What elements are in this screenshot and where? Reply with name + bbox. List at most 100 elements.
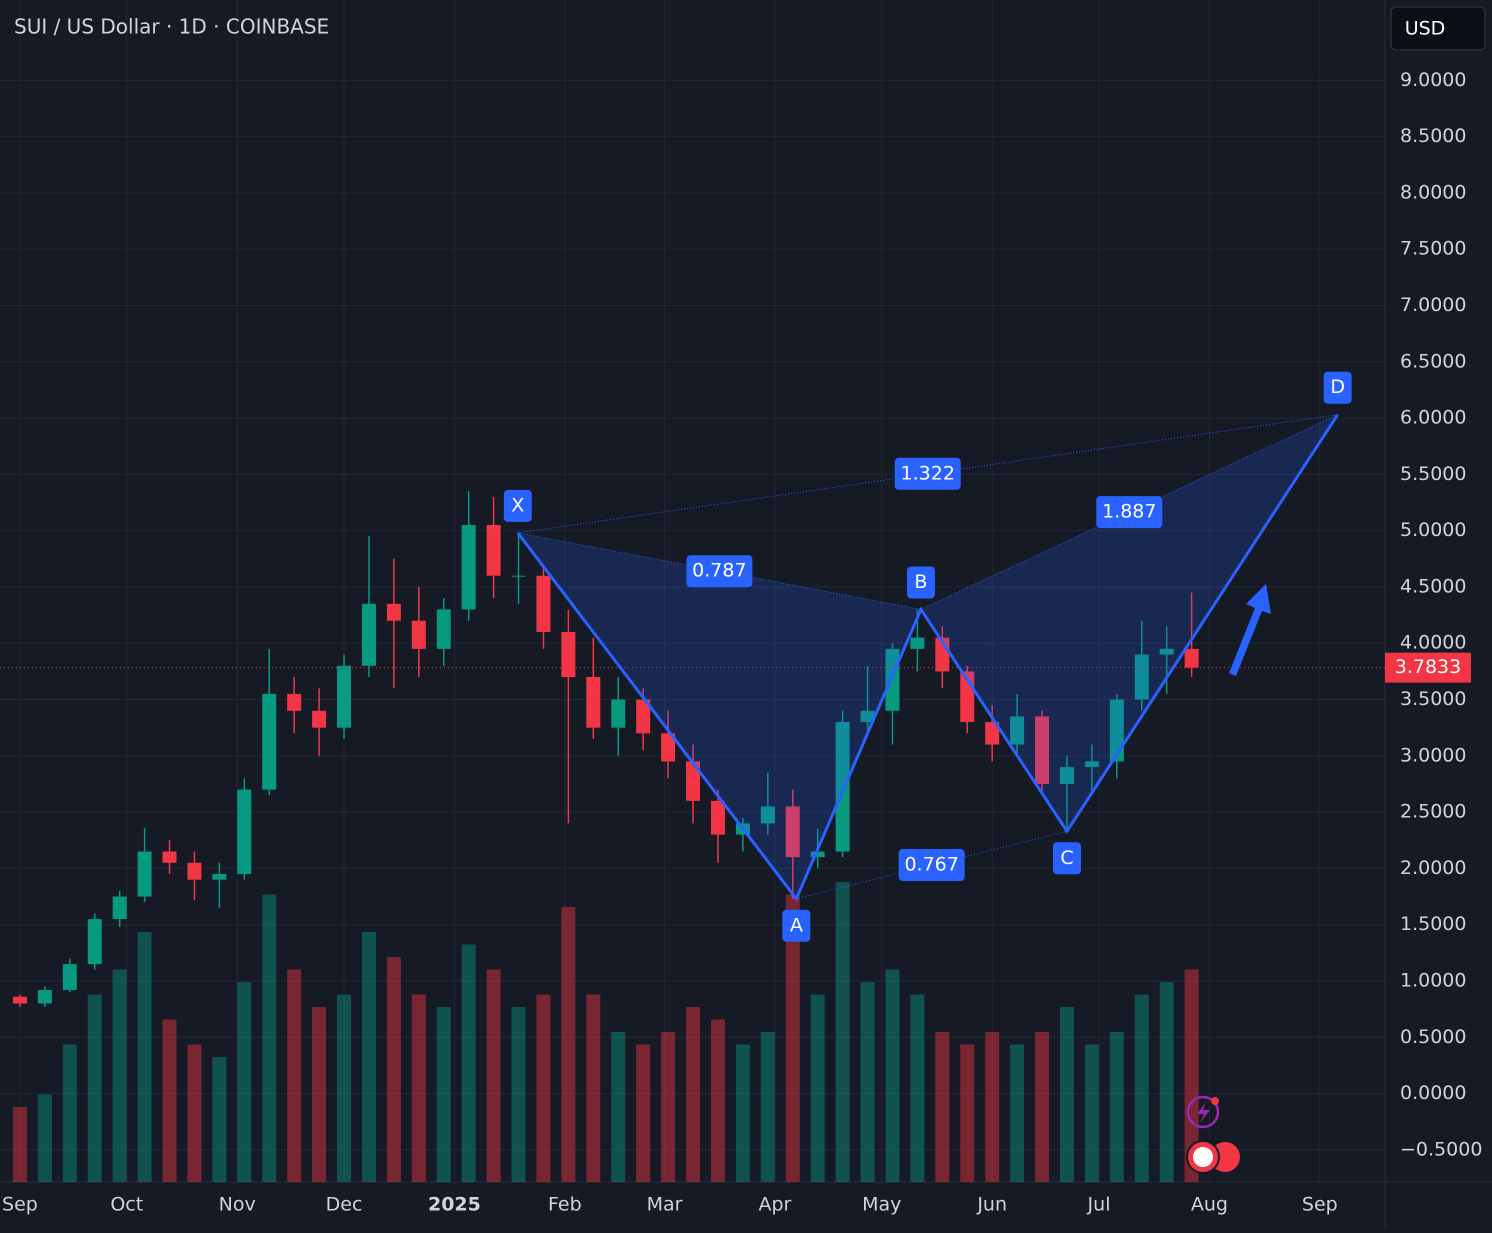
y-tick-label: 5.5000	[1400, 463, 1466, 485]
icon[interactable]	[1186, 1095, 1220, 1129]
volume-bar	[137, 932, 152, 1182]
candle-body	[985, 722, 1000, 745]
candle-body	[262, 693, 277, 790]
candle-body	[686, 761, 701, 801]
x-tick-label: Jun	[976, 1194, 1007, 1216]
candle-body	[835, 722, 850, 852]
currency-button[interactable]	[1390, 6, 1486, 51]
volume-bar	[661, 1032, 676, 1182]
volume-bar	[860, 982, 875, 1182]
candle-body	[461, 525, 476, 610]
volume-bar	[611, 1032, 626, 1182]
ratio-label: 1.887	[1102, 501, 1156, 523]
candle-body	[1084, 761, 1099, 768]
candle-body	[710, 800, 725, 835]
candle-body	[337, 665, 352, 728]
candle-body	[1035, 716, 1050, 784]
y-tick-label: 4.5000	[1400, 575, 1466, 597]
candle-body	[561, 631, 576, 678]
candle-body	[611, 699, 626, 728]
volume-bar	[162, 1019, 177, 1182]
candle-body	[287, 693, 302, 711]
y-tick-label: 3.0000	[1400, 744, 1466, 766]
candle-body	[112, 896, 127, 920]
volume-bar	[1035, 1032, 1050, 1182]
y-tick-label: 9.0000	[1400, 69, 1466, 91]
x-tick-label: May	[862, 1194, 901, 1216]
volume-bar	[636, 1044, 651, 1182]
volume-bar	[436, 1007, 451, 1182]
icon	[1197, 1102, 1210, 1123]
volume-bar	[1134, 994, 1149, 1182]
x-tick-label: Sep	[1302, 1194, 1338, 1216]
y-tick-label: 7.5000	[1400, 238, 1466, 260]
candle-body	[511, 575, 526, 577]
point-label-box	[782, 909, 811, 942]
candle-body	[860, 710, 875, 723]
candle-body	[386, 603, 401, 621]
y-tick-label: 7.0000	[1400, 294, 1466, 316]
volume-bar	[1109, 1032, 1124, 1182]
candle-body	[137, 851, 152, 897]
point-label-box	[1323, 371, 1352, 404]
candle-body	[536, 575, 551, 632]
volume-bar	[960, 1044, 975, 1182]
icon	[1211, 1097, 1219, 1105]
candle-body	[636, 699, 651, 734]
volume-bar	[536, 994, 551, 1182]
candle-body	[1010, 716, 1025, 745]
volume-bar	[985, 1032, 1000, 1182]
volume-bar	[760, 1032, 775, 1182]
volume-bar	[1010, 1044, 1025, 1182]
candle-body	[1134, 654, 1149, 700]
candle-body	[62, 964, 77, 990]
volume-bar	[337, 994, 352, 1182]
volume-bar	[262, 894, 277, 1182]
y-tick-label: 1.5000	[1400, 913, 1466, 935]
volume-bar	[1084, 1044, 1099, 1182]
volume-bar	[686, 1007, 701, 1182]
volume-bar	[710, 1019, 725, 1182]
volume-bar	[586, 994, 601, 1182]
candle-body	[810, 851, 825, 858]
candle-body	[910, 637, 925, 649]
candle-body	[37, 989, 52, 1004]
point-label-box	[1052, 842, 1081, 875]
x-tick-label: Feb	[548, 1194, 582, 1216]
y-tick-label: 2.0000	[1400, 857, 1466, 879]
y-tick-label: 4.0000	[1400, 632, 1466, 654]
candle-body	[212, 874, 227, 880]
candle-body	[785, 806, 800, 858]
candle-body	[661, 733, 676, 762]
volume-bar	[87, 994, 102, 1182]
candle-body	[361, 603, 376, 666]
y-tick-label: 8.5000	[1400, 125, 1466, 147]
ratio-label: 0.767	[904, 854, 958, 876]
x-tick-label: Oct	[110, 1194, 143, 1216]
candle-body	[1184, 648, 1199, 668]
volume-bar	[835, 882, 850, 1182]
candle-body	[486, 525, 501, 576]
volume-bar	[212, 1057, 227, 1182]
volume-bar	[1184, 969, 1199, 1182]
pattern-area	[517, 532, 921, 899]
y-tick-label: 8.0000	[1400, 181, 1466, 203]
x-tick-label: Sep	[2, 1194, 38, 1216]
y-tick-label: −0.5000	[1400, 1138, 1482, 1160]
y-tick-label: 5.0000	[1400, 519, 1466, 541]
y-tick-label: 0.0000	[1400, 1082, 1466, 1104]
candle-body	[411, 620, 426, 649]
y-tick-label: 6.5000	[1400, 350, 1466, 372]
point-label: A	[790, 914, 803, 936]
candle-body	[187, 862, 202, 880]
volume-bar	[486, 969, 501, 1182]
last-price-label: 3.7833	[1395, 656, 1461, 678]
x-tick-label: 2025	[428, 1194, 481, 1216]
volume-bar	[112, 969, 127, 1182]
currency-label[interactable]: USD	[1405, 18, 1446, 40]
point-label-box	[906, 566, 935, 599]
pattern-area	[920, 414, 1338, 832]
candle-body	[237, 789, 252, 875]
x-tick-label: Jul	[1087, 1194, 1111, 1216]
